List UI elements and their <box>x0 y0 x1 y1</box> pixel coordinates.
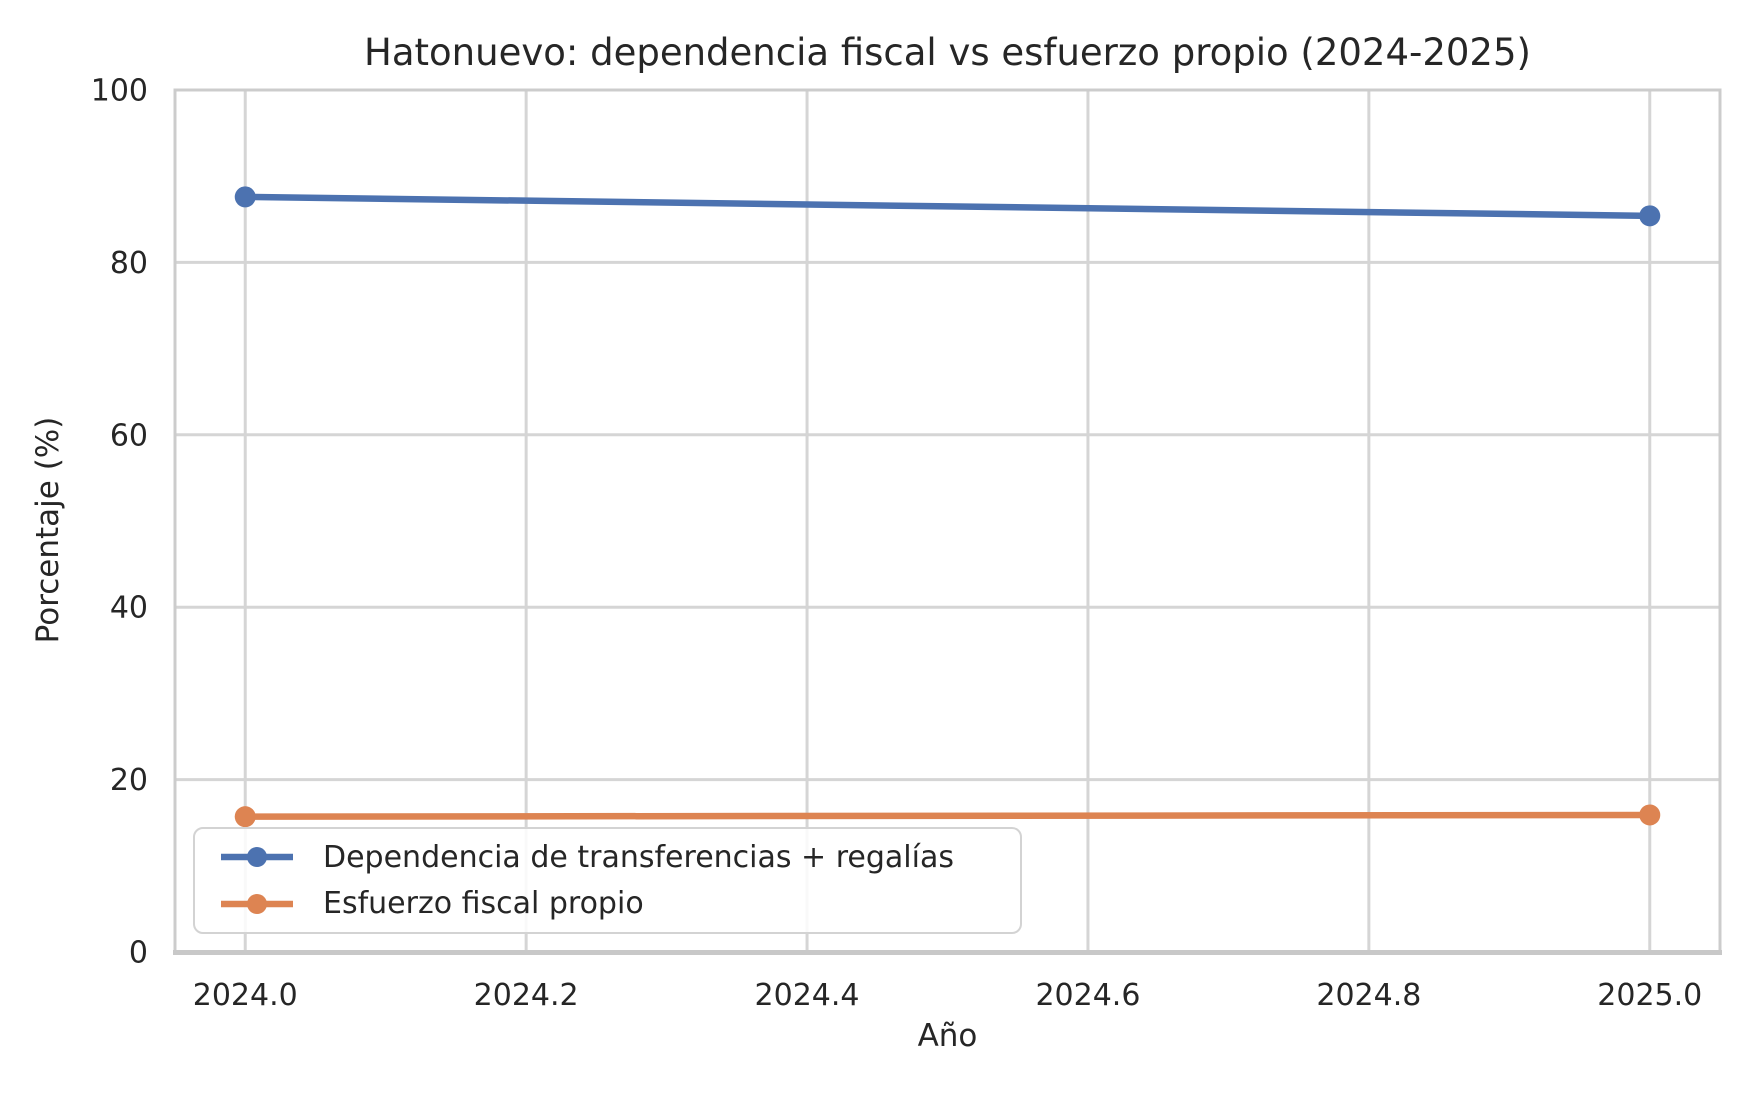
axes-spines <box>173 88 1722 954</box>
y-tick-label: 100 <box>91 74 148 109</box>
x-axis-label: Año <box>917 1018 978 1054</box>
y-tick-label: 40 <box>110 591 148 626</box>
data-point <box>234 806 256 828</box>
series-line <box>245 193 1650 220</box>
y-tick-label: 20 <box>110 763 148 798</box>
legend: Dependencia de transferencias + regalías… <box>193 827 1022 934</box>
data-point <box>1639 205 1661 227</box>
x-tick-label: 2024.8 <box>1316 978 1421 1013</box>
chart-title: Hatonuevo: dependencia fiscal vs esfuerz… <box>364 31 1531 74</box>
data-point <box>234 186 256 208</box>
legend-label: Dependencia de transferencias + regalías <box>323 839 954 875</box>
data-point <box>1639 804 1661 826</box>
y-axis-label: Porcentaje (%) <box>30 416 66 644</box>
x-tick-label: 2024.6 <box>1035 978 1140 1013</box>
x-tick-label: 2025.0 <box>1597 978 1702 1013</box>
legend-label: Esfuerzo fiscal propio <box>323 886 644 922</box>
legend-line-marker-icon <box>219 846 295 868</box>
x-tick-label: 2024.0 <box>193 978 298 1013</box>
y-tick-label: 60 <box>110 418 148 453</box>
x-tick-label: 2024.2 <box>474 978 579 1013</box>
x-tick-label: 2024.4 <box>755 978 860 1013</box>
y-tick-label: 0 <box>129 936 148 971</box>
legend-item: Dependencia de transferencias + regalías <box>209 834 1006 881</box>
y-tick-label: 80 <box>110 246 148 281</box>
series-line <box>245 811 1650 820</box>
legend-item: Esfuerzo fiscal propio <box>209 881 1006 928</box>
legend-line-marker-icon <box>219 893 295 915</box>
